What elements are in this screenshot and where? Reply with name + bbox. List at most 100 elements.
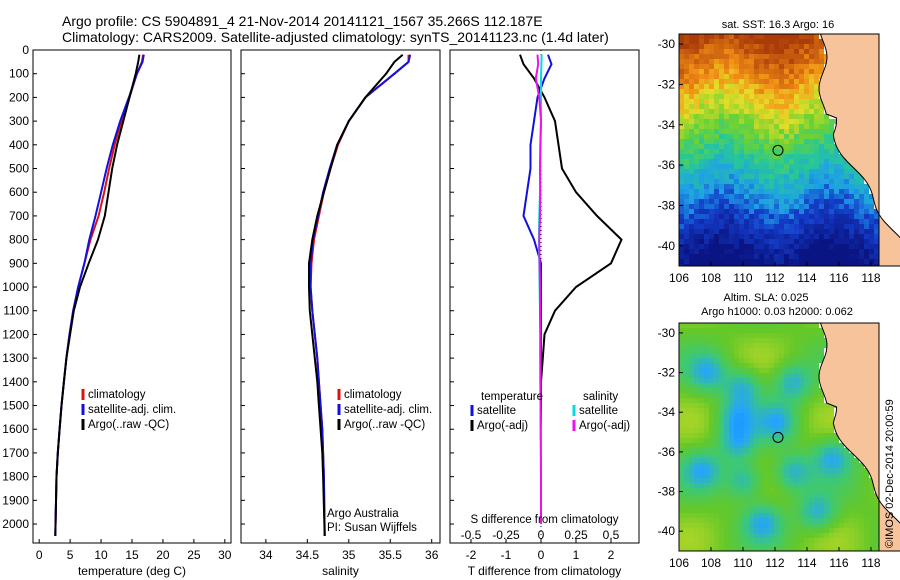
map-cell — [764, 254, 769, 259]
map-cell — [784, 134, 789, 139]
map-cell — [829, 184, 834, 189]
map-cell — [844, 234, 849, 239]
map-cell — [819, 44, 824, 49]
map-cell — [849, 523, 854, 528]
map-cell — [689, 239, 694, 244]
map-cell — [784, 79, 789, 84]
map-cell — [734, 99, 739, 104]
map-cell — [849, 184, 854, 189]
y-tick-label: 300 — [9, 114, 29, 128]
map-cell — [844, 528, 849, 533]
map-cell — [729, 448, 734, 453]
map-cell — [679, 44, 684, 49]
map-cell — [684, 418, 689, 423]
map-cell — [774, 169, 779, 174]
map-cell — [799, 548, 804, 551]
map-cell — [774, 488, 779, 493]
map-cell — [794, 194, 799, 199]
map-cell — [714, 463, 719, 468]
map-cell — [699, 438, 704, 443]
map-cell — [749, 348, 754, 353]
map-cell — [854, 478, 859, 483]
map-cell — [774, 244, 779, 249]
map-cell — [874, 264, 879, 266]
map-cell — [779, 458, 784, 463]
map-cell — [839, 528, 844, 533]
map-cell — [729, 254, 734, 259]
map-cell — [769, 333, 774, 338]
map-cell — [799, 54, 804, 59]
map-cell — [679, 423, 684, 428]
map-cell — [789, 64, 794, 69]
map-cell — [829, 189, 834, 194]
x-tick-label-secondary: -0.25 — [492, 528, 520, 542]
map-cell — [709, 353, 714, 358]
map-cell — [699, 159, 704, 164]
map-cell — [689, 478, 694, 483]
map-cell — [844, 164, 849, 169]
map-cell — [794, 453, 799, 458]
map-cell — [814, 538, 819, 543]
map-cell — [729, 403, 734, 408]
map-cell — [779, 164, 784, 169]
map-cell — [869, 508, 874, 513]
map-cell — [864, 219, 869, 224]
map-cell — [714, 518, 719, 523]
map-cell — [729, 348, 734, 353]
map-cell — [724, 84, 729, 89]
map-cell — [739, 503, 744, 508]
map-cell — [689, 139, 694, 144]
map-cell — [699, 328, 704, 333]
map-cell — [794, 99, 799, 104]
map-cell — [784, 209, 789, 214]
map-cell — [789, 458, 794, 463]
map-cell — [799, 154, 804, 159]
map-cell — [774, 44, 779, 49]
map-cell — [689, 74, 694, 79]
map-cell — [689, 498, 694, 503]
map-cell — [794, 338, 799, 343]
map-cell — [724, 388, 729, 393]
map-cell — [754, 503, 759, 508]
map-cell — [809, 488, 814, 493]
map-cell — [694, 538, 699, 543]
map-cell — [784, 458, 789, 463]
map-cell — [859, 543, 864, 548]
map-cell — [749, 548, 754, 551]
map-cell — [764, 229, 769, 234]
map-cell — [689, 219, 694, 224]
map-cell — [749, 204, 754, 209]
map-cell — [709, 89, 714, 94]
map-cell — [749, 423, 754, 428]
map-cell — [784, 249, 789, 254]
map-cell — [794, 209, 799, 214]
map-cell — [769, 164, 774, 169]
map-cell — [789, 204, 794, 209]
map-cell — [744, 134, 749, 139]
map-cell — [699, 543, 704, 548]
map-cell — [774, 174, 779, 179]
map-cell — [724, 443, 729, 448]
map-cell — [809, 94, 814, 99]
map-cell — [679, 234, 684, 239]
map-cell — [794, 363, 799, 368]
map-cell — [719, 468, 724, 473]
map-cell — [689, 538, 694, 543]
map-cell — [754, 498, 759, 503]
map-cell — [839, 249, 844, 254]
map-cell — [774, 89, 779, 94]
map-cell — [744, 229, 749, 234]
map-cell — [719, 393, 724, 398]
map-cell — [814, 99, 819, 104]
map-cell — [779, 204, 784, 209]
map-cell — [839, 164, 844, 169]
map-cell — [689, 533, 694, 538]
map-cell — [739, 249, 744, 254]
y-tick-label: -34 — [658, 405, 676, 419]
map-cell — [809, 408, 814, 413]
map-cell — [854, 189, 859, 194]
map-cell — [709, 129, 714, 134]
map-cell — [799, 378, 804, 383]
map-cell — [744, 498, 749, 503]
map-cell — [679, 363, 684, 368]
